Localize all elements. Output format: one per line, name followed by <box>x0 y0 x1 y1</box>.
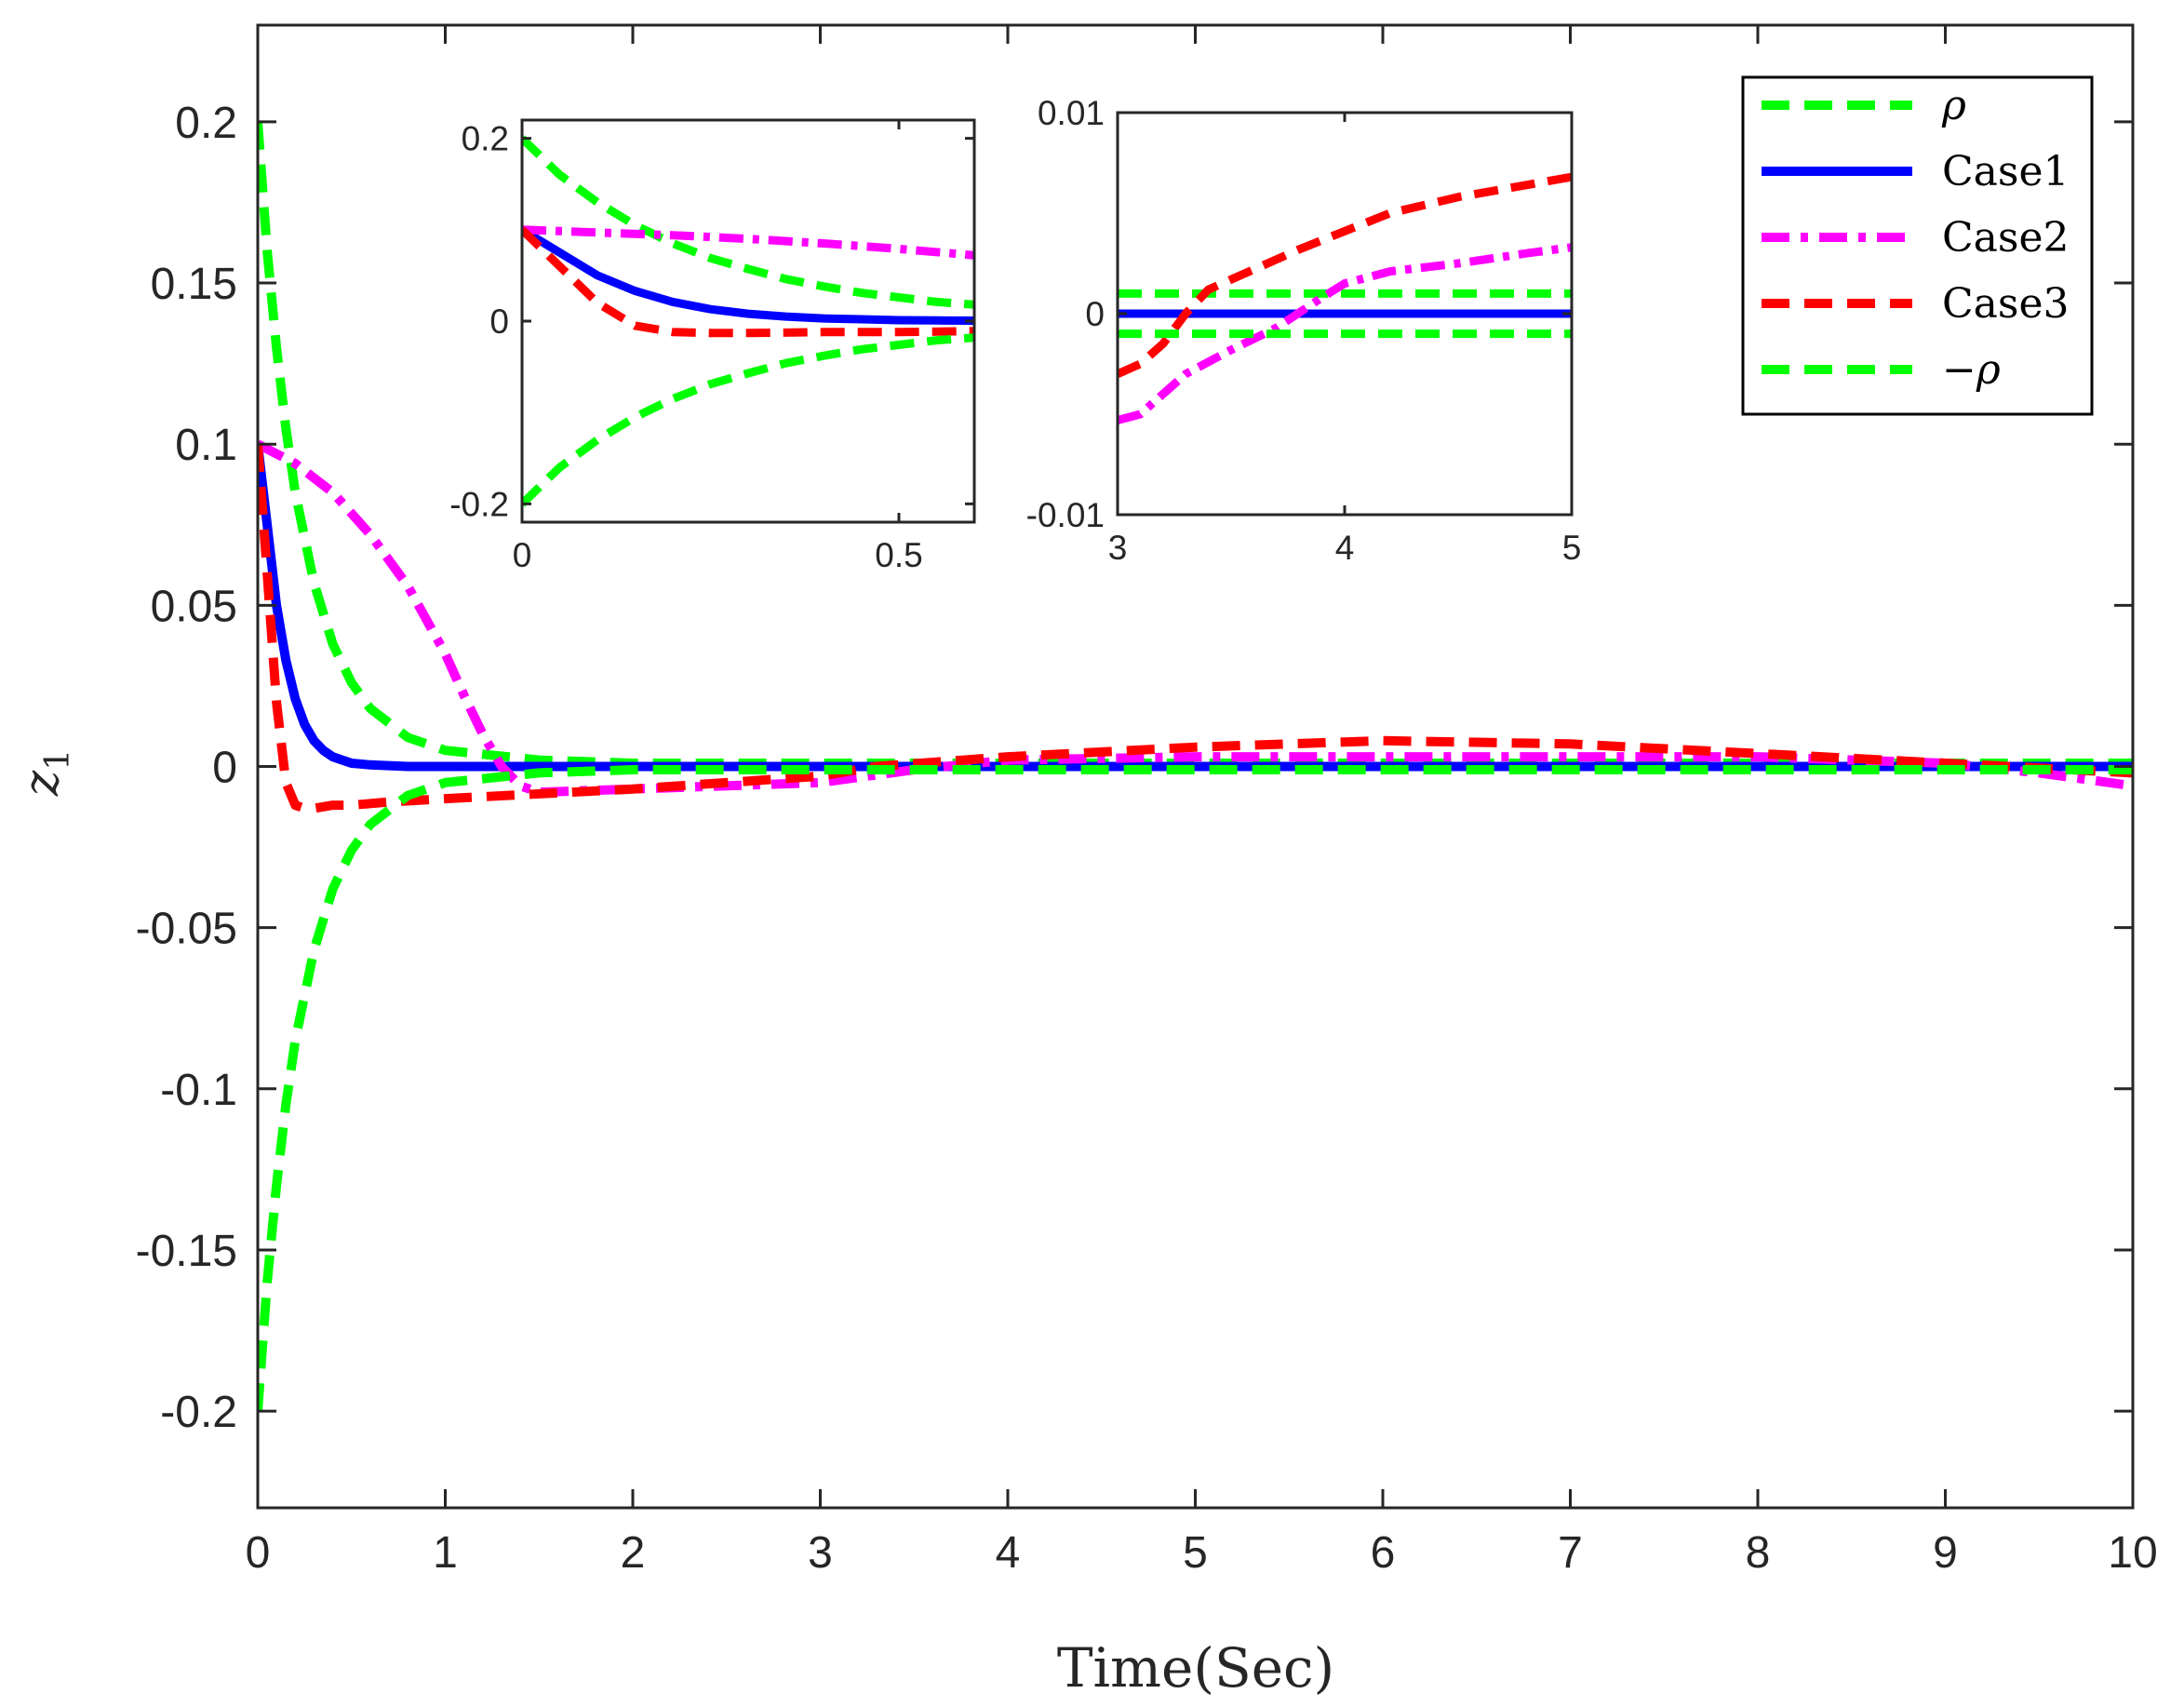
inset-left-ytick-label: 0.2 <box>462 120 509 158</box>
inset-right-ytick-label: 0 <box>1085 295 1105 333</box>
main-ytick-label: -0.15 <box>136 1227 237 1276</box>
inset-left-ytick-label: 0 <box>489 302 509 341</box>
main-xtick-label: 7 <box>1558 1528 1583 1578</box>
inset-right-xtick-label: 4 <box>1335 529 1355 567</box>
main-series-line-4 <box>258 765 2133 1412</box>
main-xtick-label: 3 <box>808 1528 833 1578</box>
main-series-line-3 <box>258 443 2133 813</box>
main-xtick-label: 6 <box>1371 1528 1396 1578</box>
main-xtick-label: 1 <box>433 1528 458 1578</box>
inset-right-plot: 3 4 5 -0.01 0 0.01 <box>1026 94 1582 567</box>
inset-left-xtick-label: 0 <box>513 536 532 574</box>
legend-entries: ρ Case1 Case2 Case3 −ρ <box>1762 82 2070 394</box>
inset-left-series-line-3 <box>522 226 974 338</box>
inset-right-ytick-label: 0.01 <box>1038 94 1105 132</box>
inset-left-ytick-label: -0.2 <box>449 485 509 523</box>
inset-right-xtick-label: 3 <box>1108 529 1128 567</box>
inset-right-xtick-label: 5 <box>1562 529 1582 567</box>
inset-left-series-group <box>522 135 974 507</box>
main-ytick-label: -0.2 <box>160 1388 237 1437</box>
main-ytick-label: -0.05 <box>136 905 237 954</box>
inset-left-series-line-1 <box>522 225 974 325</box>
inset-left-series-line-0 <box>522 135 974 309</box>
legend: ρ Case1 Case2 Case3 −ρ <box>1741 75 2094 416</box>
inset-right-series-line-3 <box>1118 172 1572 378</box>
main-xtick-label: 2 <box>621 1528 646 1578</box>
inset-left-series-line-4 <box>522 333 974 507</box>
main-xtick-label: 0 <box>246 1528 271 1578</box>
main-ytick-label: 0 <box>212 744 237 793</box>
main-ytick-label: 0.1 <box>175 421 237 470</box>
legend-label-0: ρ <box>1941 82 1966 129</box>
main-ytick-label: -0.1 <box>160 1066 237 1115</box>
main-xtick-label: 4 <box>996 1528 1021 1578</box>
main-xtick-label: 10 <box>2108 1528 2157 1578</box>
legend-label-1: Case1 <box>1942 148 2070 195</box>
inset-left-xtick-label: 0.5 <box>875 536 922 574</box>
legend-label-3: Case3 <box>1942 280 2070 328</box>
main-series-line-0 <box>258 121 2133 768</box>
inset-right-series-group <box>1118 172 1572 424</box>
main-ytick-label: 0.15 <box>151 260 237 309</box>
main-series-group <box>258 121 2133 1412</box>
inset-left-plot: 0 0.5-0.200.2 <box>449 118 976 574</box>
x-axis-label: Time(Sec) <box>1057 1636 1334 1700</box>
legend-label-2: Case2 <box>1942 214 2070 262</box>
legend-label-4: −ρ <box>1942 346 2001 394</box>
main-xtick-label: 9 <box>1933 1528 1958 1578</box>
main-ytick-label: 0.05 <box>151 582 237 631</box>
y-axis-label: z1 <box>14 749 77 797</box>
main-ytick-label: 0.2 <box>175 99 237 148</box>
legend-box <box>1741 75 2094 416</box>
inset-right-series-line-2 <box>1118 243 1572 424</box>
main-xtick-label: 8 <box>1746 1528 1771 1578</box>
inset-right-ytick-label: -0.01 <box>1026 496 1105 534</box>
main-xtick-label: 5 <box>1183 1528 1208 1578</box>
